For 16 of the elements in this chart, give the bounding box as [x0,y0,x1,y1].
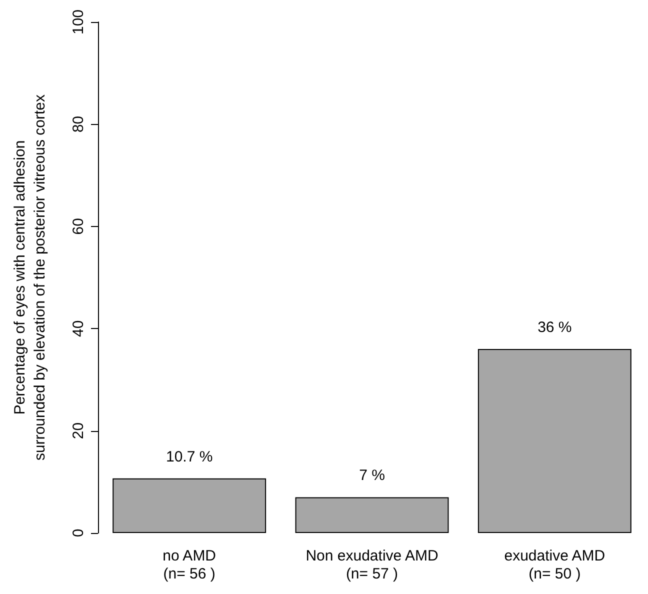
y-tick-label: 80 [70,116,87,133]
bar [478,349,632,533]
x-tick-label: no AMD (n= 56 ) [162,548,216,582]
y-tick-label: 60 [70,218,87,235]
y-axis-title: Percentage of eyes with central adhesion surrounded by elevation of the posterior vitreous cortex [12,94,48,461]
y-tick-label: 100 [70,9,87,35]
y-tick-label: 0 [70,528,87,538]
bar [295,497,449,533]
bar [112,478,266,533]
data-label: 36 % [538,319,572,336]
data-label: 10.7 % [166,448,213,466]
x-tick-label: exudative AMD (n= 50 ) [504,548,606,582]
data-label: 7 % [359,467,385,484]
x-tick-label: Non exudative AMD (n= 57 ) [306,548,438,582]
y-tick-label: 20 [70,422,87,440]
y-tick-label: 40 [70,320,87,337]
